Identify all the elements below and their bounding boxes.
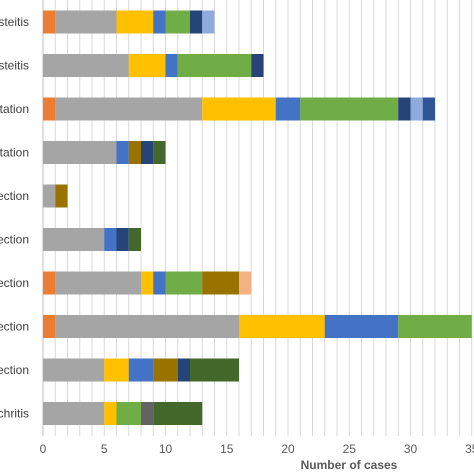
bar-segment (104, 228, 117, 251)
bar-segment (55, 315, 239, 338)
bar-segment (165, 10, 190, 34)
bar-segment (116, 402, 141, 425)
category-label: steitis (0, 15, 29, 29)
category-label: ection (0, 233, 29, 247)
x-tick-label: 20 (281, 442, 295, 456)
x-axis-title: Number of cases (301, 458, 398, 472)
bar-segment (104, 402, 117, 425)
bar-segment (55, 97, 203, 121)
bars (43, 10, 472, 425)
bar-segment (177, 54, 252, 77)
category-label: steitis (0, 59, 29, 73)
bar-segment (153, 141, 166, 164)
category-label: tation (0, 146, 29, 160)
bar-segment (153, 402, 203, 425)
bar-segment (43, 358, 105, 382)
bar-segment (190, 358, 239, 382)
bar-segment (116, 141, 129, 164)
x-tick-label: 25 (343, 442, 357, 456)
bar-segment (43, 184, 56, 208)
bar-segment (104, 358, 129, 382)
bar-segment (141, 141, 154, 164)
bar-segment (43, 315, 56, 338)
bar-segment (43, 228, 105, 251)
bar-segment (251, 54, 264, 77)
bar-segment (55, 271, 141, 295)
bar-segment (153, 271, 166, 295)
bar-segment (55, 10, 117, 34)
bar-segment (422, 97, 435, 121)
bar-segment (141, 402, 154, 425)
bar-segment (128, 358, 154, 382)
x-tick-labels: 0 5 10 15 20 25 30 35 (40, 442, 474, 456)
x-tick-label: 30 (404, 442, 418, 456)
bar-segment (43, 97, 56, 121)
x-tick-label: 35 (465, 442, 474, 456)
bar-segment (202, 10, 215, 34)
category-label: ection (0, 189, 29, 203)
bar-segment (116, 10, 154, 34)
bar-segment (239, 271, 252, 295)
bar-segment (141, 271, 154, 295)
bar-segment (275, 97, 301, 121)
bar-segment (300, 97, 399, 121)
bar-segment (398, 315, 472, 338)
bar-segment (43, 402, 105, 425)
bar-segment (43, 10, 56, 34)
bar-segment (153, 358, 178, 382)
category-label: tation (0, 102, 29, 116)
bar-segment (43, 54, 129, 77)
bar-segment (43, 271, 56, 295)
bar-segment (128, 141, 141, 164)
bar-segment (43, 141, 117, 164)
category-label: chritis (0, 407, 29, 421)
category-label: ection (0, 276, 29, 290)
bar-segment (177, 358, 190, 382)
bar-segment (202, 271, 239, 295)
bar-segment (398, 97, 411, 121)
x-tick-label: 0 (40, 442, 47, 456)
category-labels: steitis steitis tation tation ection ection ec… (0, 15, 29, 421)
x-tick-label: 5 (101, 442, 108, 456)
x-tick-label: 15 (220, 442, 234, 456)
bar-segment (202, 97, 276, 121)
category-label: ection (0, 320, 29, 334)
bar-segment (116, 228, 129, 251)
bar-segment (128, 54, 166, 77)
bar-segment (165, 271, 203, 295)
bar-segment (153, 10, 166, 34)
bar-segment (190, 10, 203, 34)
bar-segment (128, 228, 141, 251)
x-tick-label: 10 (159, 442, 173, 456)
bar-segment (165, 54, 178, 77)
bar-segment (410, 97, 423, 121)
bar-segment (324, 315, 399, 338)
bar-segment (239, 315, 325, 338)
bar-segment (55, 184, 68, 208)
category-label: ection (0, 363, 29, 377)
